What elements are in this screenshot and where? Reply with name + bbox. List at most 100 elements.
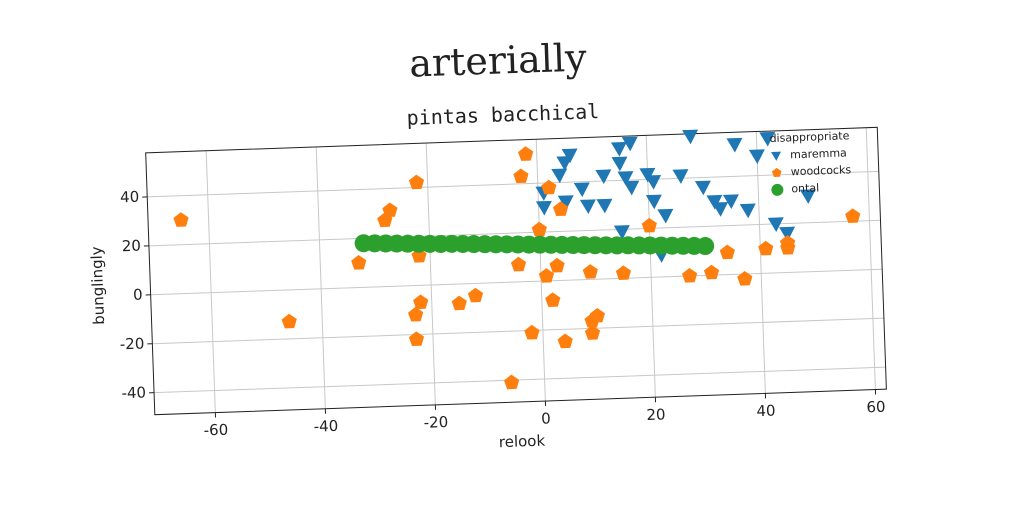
x-tick-label: 40 <box>756 402 776 421</box>
data-point <box>617 171 634 186</box>
data-point <box>613 225 630 240</box>
y-tick-label: -40 <box>121 383 146 402</box>
y-tick-label: 20 <box>122 237 142 256</box>
data-point <box>524 324 540 340</box>
y-axis-label: bunglingly <box>87 246 108 325</box>
data-point <box>694 180 711 196</box>
data-point <box>173 212 189 227</box>
data-point <box>748 149 765 164</box>
grid-line <box>148 219 881 247</box>
data-point <box>503 374 520 390</box>
data-point <box>545 292 561 307</box>
x-tick-label: 60 <box>866 398 886 417</box>
legend-marker <box>771 151 782 161</box>
grid-line <box>205 150 216 413</box>
data-point <box>645 194 662 210</box>
data-point <box>759 131 776 147</box>
data-point <box>706 194 723 210</box>
data-point <box>672 169 689 184</box>
data-point <box>712 202 729 217</box>
data-point <box>621 136 638 152</box>
data-point <box>281 313 297 329</box>
data-point <box>407 306 424 322</box>
grid-line <box>147 170 879 198</box>
data-point <box>611 156 628 172</box>
data-point <box>641 217 657 233</box>
data-point <box>739 203 756 219</box>
data-point <box>682 129 699 145</box>
legend-label: woodcocks <box>791 163 852 178</box>
x-tick-label: 0 <box>541 409 551 427</box>
y-tick-label: 0 <box>133 286 143 304</box>
data-point <box>726 137 743 153</box>
y-tick-label: 40 <box>120 188 140 207</box>
data-point <box>579 199 596 215</box>
data-point <box>615 265 632 281</box>
data-point <box>696 237 715 256</box>
chart-title: arterially <box>409 35 588 85</box>
data-point <box>561 148 578 164</box>
data-point <box>780 240 796 255</box>
data-point <box>623 180 640 196</box>
data-point <box>408 331 425 347</box>
data-point <box>589 307 605 323</box>
data-point <box>557 333 573 349</box>
data-point <box>779 226 796 242</box>
data-point <box>467 287 484 303</box>
data-point <box>767 217 784 232</box>
data-point <box>681 267 698 283</box>
data-point <box>538 268 555 283</box>
chart-subtitle: pintas bacchical <box>406 99 599 130</box>
x-tick-label: 20 <box>646 405 666 424</box>
data-point <box>645 175 662 190</box>
data-point <box>582 264 598 279</box>
legend-label: ontal <box>791 181 819 195</box>
x-tick-label: -40 <box>313 417 338 436</box>
data-point <box>518 146 534 161</box>
legend-title: disappropriate <box>769 129 850 145</box>
data-point <box>382 202 398 218</box>
data-point <box>799 189 816 204</box>
data-point <box>408 174 425 190</box>
legend-marker <box>771 183 784 196</box>
y-tick-label: -20 <box>120 335 145 354</box>
data-point <box>719 244 735 260</box>
data-point <box>610 141 627 157</box>
data-point <box>584 325 601 340</box>
data-point <box>657 208 674 224</box>
plot-frame <box>145 126 887 416</box>
data-point <box>845 208 861 223</box>
data-point <box>451 295 467 311</box>
x-tick-label: -20 <box>423 413 448 432</box>
legend-label: maremma <box>790 146 847 161</box>
grid-line <box>154 366 886 394</box>
grid-line <box>150 268 883 296</box>
plot-area: -60 -40 -20 0 20 40 60 -40 -20 0 20 40 relook bunglin… <box>87 126 887 452</box>
grid-line <box>865 127 876 390</box>
data-point <box>639 167 656 183</box>
data-point <box>513 168 529 184</box>
legend-marker <box>771 167 782 177</box>
grid-line <box>425 143 436 405</box>
data-point <box>573 182 590 198</box>
x-tick-label: -60 <box>203 421 228 440</box>
data-point <box>351 255 367 270</box>
x-axis-label: relook <box>499 432 546 452</box>
data-point <box>535 200 552 216</box>
data-point <box>531 221 547 237</box>
data-point <box>596 198 613 214</box>
data-point <box>737 270 753 286</box>
data-point <box>553 201 569 217</box>
grid-line <box>755 131 766 394</box>
data-point <box>413 294 429 310</box>
data-point <box>541 179 557 195</box>
data-point <box>557 195 574 210</box>
data-point <box>722 194 739 210</box>
grid-line <box>152 317 884 345</box>
data-point <box>549 257 565 273</box>
data-point <box>595 169 612 185</box>
data-point <box>703 264 720 280</box>
data-point <box>510 256 527 272</box>
